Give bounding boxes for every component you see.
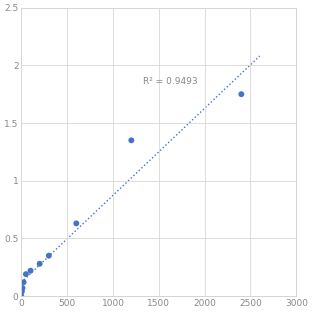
Point	[74, 221, 79, 226]
Point	[28, 268, 33, 273]
Point	[129, 138, 134, 143]
Point	[20, 285, 25, 290]
Point	[19, 294, 24, 299]
Text: R² = 0.9493: R² = 0.9493	[143, 77, 198, 86]
Point	[21, 280, 26, 285]
Point	[19, 289, 24, 294]
Point	[23, 272, 28, 277]
Point	[46, 253, 51, 258]
Point	[37, 261, 42, 266]
Point	[239, 92, 244, 97]
